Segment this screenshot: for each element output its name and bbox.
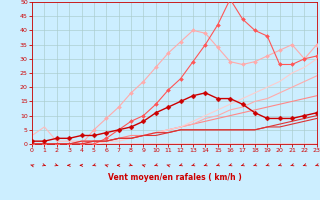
X-axis label: Vent moyen/en rafales ( km/h ): Vent moyen/en rafales ( km/h ) — [108, 173, 241, 182]
